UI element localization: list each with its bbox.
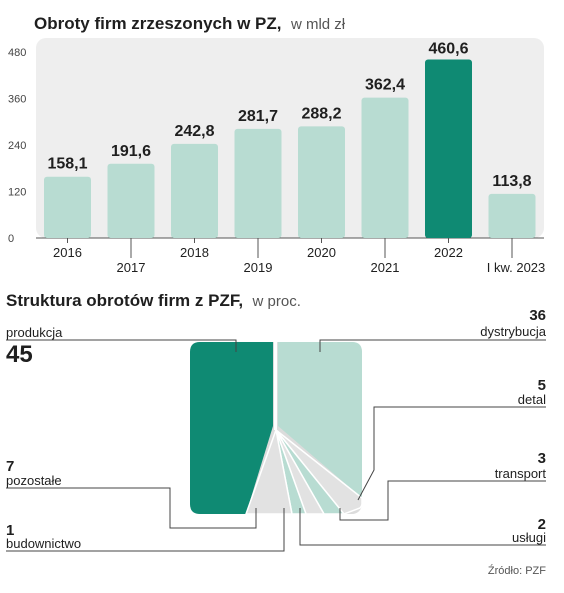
y-tick-label: 240 — [8, 140, 26, 152]
label-budownictwo: budownictwo — [6, 536, 81, 551]
value-uslugi: 2 — [538, 516, 546, 533]
bar-value-label: 460,6 — [428, 41, 468, 58]
leader-dystrybucja — [319, 339, 546, 352]
y-tick-label: 360 — [8, 94, 26, 106]
y-ticks: 0 120 240 360 480 — [8, 47, 26, 245]
svg-text:Struktura obrotów firm z PZF,: Struktura obrotów firm z PZF, w proc. — [6, 291, 301, 310]
bar-2016 — [44, 176, 91, 238]
bar-value-label: 113,8 — [492, 173, 531, 190]
bar-chart-title: Obroty firm zrzeszonych w PZ, — [34, 14, 282, 33]
bar-2021 — [361, 97, 409, 238]
value-produkcja: 45 — [6, 341, 33, 368]
y-tick-label: 0 — [8, 233, 14, 245]
bar-value-label: 158,1 — [47, 156, 87, 173]
label-transport: transport — [495, 466, 547, 481]
label-dystrybucja: dystrybucja — [480, 324, 547, 339]
leader-budownictwo — [6, 508, 285, 552]
segment-produkcja — [190, 342, 273, 514]
value-dystrybucja: 36 — [529, 307, 546, 324]
bar-value-label: 191,6 — [111, 143, 151, 160]
bar-chart-panel — [36, 38, 544, 238]
segment-dystrybucja — [278, 342, 362, 498]
x-tick-label: 2018 — [180, 245, 209, 260]
y-tick-label: 120 — [8, 187, 26, 199]
bar-chart: Obroty firm zrzeszonych w PZ, w mld zł 0… — [8, 14, 545, 275]
leader-uslugi — [299, 508, 546, 546]
value-detal: 5 — [538, 377, 546, 394]
leader-pozostale — [6, 487, 257, 529]
structure-chart-title: Struktura obrotów firm z PZF, — [6, 291, 243, 310]
x-tick-label: 2022 — [434, 245, 463, 260]
label-detal: detal — [518, 392, 546, 407]
label-pozostale: pozostałe — [6, 473, 62, 488]
x-tick-label: 2017 — [117, 260, 146, 275]
leader-detal — [357, 406, 546, 501]
bar-value-label: 288,2 — [301, 105, 341, 122]
x-tick-label: I kw. 2023 — [487, 260, 546, 275]
value-budownictwo: 1 — [6, 522, 14, 539]
value-transport: 3 — [538, 450, 546, 467]
source-note: Źródło: PZF — [488, 564, 546, 577]
segment-detal — [275, 429, 363, 515]
label-produkcja: produkcja — [6, 325, 63, 340]
bar-2022 — [425, 59, 472, 238]
bar-value-label: 242,8 — [174, 123, 214, 140]
structure-chart-subtitle: w proc. — [252, 293, 301, 310]
bar-2019 — [234, 128, 282, 238]
bars: 158,1 191,6 242,8 281,7 288,2 362,4 460,6 113,8 — [44, 41, 536, 238]
leader-transport — [339, 480, 546, 521]
structure-chart: Struktura obrotów firm z PZF, w proc. pr… — [6, 291, 547, 577]
bar-i-kw--2023 — [488, 193, 536, 238]
x-tick-label: 2020 — [307, 245, 336, 260]
value-pozostale: 7 — [6, 458, 14, 475]
bar-2017 — [107, 163, 155, 238]
x-tick-label: 2016 — [53, 245, 82, 260]
x-tick-label: 2019 — [244, 260, 273, 275]
bar-2020 — [298, 126, 345, 238]
segment-pozostale — [244, 427, 293, 515]
leader-produkcja — [6, 339, 237, 352]
bar-value-label: 281,7 — [238, 108, 278, 125]
bar-2018 — [171, 143, 218, 238]
x-tick-label: 2021 — [371, 260, 400, 275]
y-tick-label: 480 — [8, 47, 26, 59]
bar-chart-subtitle: w mld zł — [290, 16, 346, 33]
label-uslugi: usługi — [512, 530, 546, 545]
bar-value-label: 362,4 — [365, 77, 405, 94]
x-labels: 2016 2017 2018 2019 2020 2021 2022 I kw. 2023 — [53, 238, 545, 275]
svg-text:Obroty firm zrzeszonych w PZ,: Obroty firm zrzeszonych w PZ, w mld zł — [34, 14, 346, 33]
